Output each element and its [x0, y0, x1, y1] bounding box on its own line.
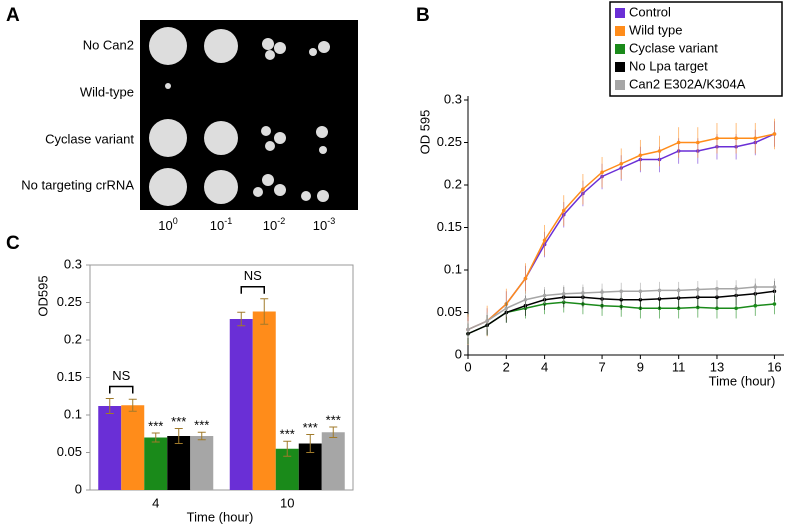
y-tick-label: 0.15 [437, 219, 462, 234]
x-tick-label: 4 [541, 359, 548, 374]
panel-letter: C [6, 233, 20, 254]
label-base: 10 [263, 218, 277, 233]
spot-assay-image [140, 20, 358, 210]
x-tick-label: 9 [637, 359, 644, 374]
bar [190, 436, 214, 490]
column-label: 10-2 [263, 216, 285, 233]
significance-label: *** [326, 412, 341, 427]
y-tick-label: 0.1 [64, 406, 82, 421]
x-tick-label: 4 [152, 495, 159, 510]
panel-letter: A [6, 5, 20, 26]
significance-label: *** [194, 418, 209, 433]
legend-swatch [615, 80, 625, 90]
y-tick-label: 0 [455, 346, 462, 361]
legend-label: No Lpa target [629, 58, 708, 73]
legend-swatch [615, 26, 625, 36]
y-tick-label: 0.25 [57, 294, 82, 309]
x-axis-label: Time (hour) [187, 509, 254, 524]
y-tick-label: 0.05 [57, 444, 82, 459]
y-axis-label: OD 595 [417, 110, 432, 155]
x-tick-label: 7 [598, 359, 605, 374]
legend-swatch [615, 8, 625, 18]
bar [167, 436, 191, 490]
series-line [467, 286, 775, 331]
label-exponent: -2 [277, 216, 285, 226]
column-label: 10-1 [210, 216, 232, 233]
bracket [240, 286, 265, 294]
bar [229, 319, 253, 490]
y-tick-label: 0.2 [64, 331, 82, 346]
comparison-label: NS [112, 368, 130, 383]
y-tick-label: 0.3 [444, 91, 462, 106]
legend-label: Control [629, 4, 671, 19]
x-tick-label: 0 [464, 359, 471, 374]
row-label: No targeting crRNA [21, 177, 134, 192]
bracket [109, 385, 134, 394]
y-tick-label: 0.1 [444, 261, 462, 276]
x-tick-label: 16 [767, 359, 781, 374]
y-tick-label: 0.15 [57, 369, 82, 384]
row-label: Wild-type [80, 84, 134, 99]
column-label: 10-3 [313, 216, 335, 233]
significance-label: *** [171, 414, 186, 429]
y-tick-label: 0.05 [437, 304, 462, 319]
label-base: 10 [158, 218, 172, 233]
x-axis-label: Time (hour) [709, 373, 776, 388]
y-tick-label: 0.3 [64, 256, 82, 271]
y-axis-label: OD595 [35, 275, 50, 316]
bar [252, 311, 276, 490]
significance-label: *** [280, 427, 295, 442]
label-base: 10 [313, 218, 327, 233]
label-exponent: -1 [224, 216, 232, 226]
bar [144, 437, 168, 490]
legend-swatch [615, 62, 625, 72]
y-tick-label: 0.2 [444, 176, 462, 191]
series-line [467, 133, 775, 331]
bar [121, 405, 145, 490]
label-exponent: 0 [173, 216, 178, 226]
legend-label: Cyclase variant [629, 40, 718, 55]
x-tick-label: 13 [710, 359, 724, 374]
legend-label: Wild type [629, 22, 682, 37]
bar [98, 406, 122, 490]
column-label: 100 [158, 216, 177, 233]
x-tick-label: 11 [672, 359, 686, 374]
y-tick-label: 0 [75, 481, 82, 496]
x-tick-label: 2 [503, 359, 510, 374]
bar [275, 448, 299, 490]
row-label: Cyclase variant [45, 131, 134, 146]
significance-label: *** [148, 418, 163, 433]
label-base: 10 [210, 218, 224, 233]
x-tick-label: 10 [280, 495, 294, 510]
legend-label: Can2 E302A/K304A [629, 76, 746, 91]
label-exponent: -3 [327, 216, 335, 226]
legend-swatch [615, 44, 625, 54]
comparison-label: NS [244, 268, 262, 283]
legend-box [609, 1, 783, 97]
bar [321, 432, 345, 490]
significance-label: *** [303, 420, 318, 435]
row-label: No Can2 [83, 37, 134, 52]
y-tick-label: 0.25 [437, 134, 462, 149]
bar [298, 443, 322, 490]
panel-letter: B [416, 5, 430, 26]
